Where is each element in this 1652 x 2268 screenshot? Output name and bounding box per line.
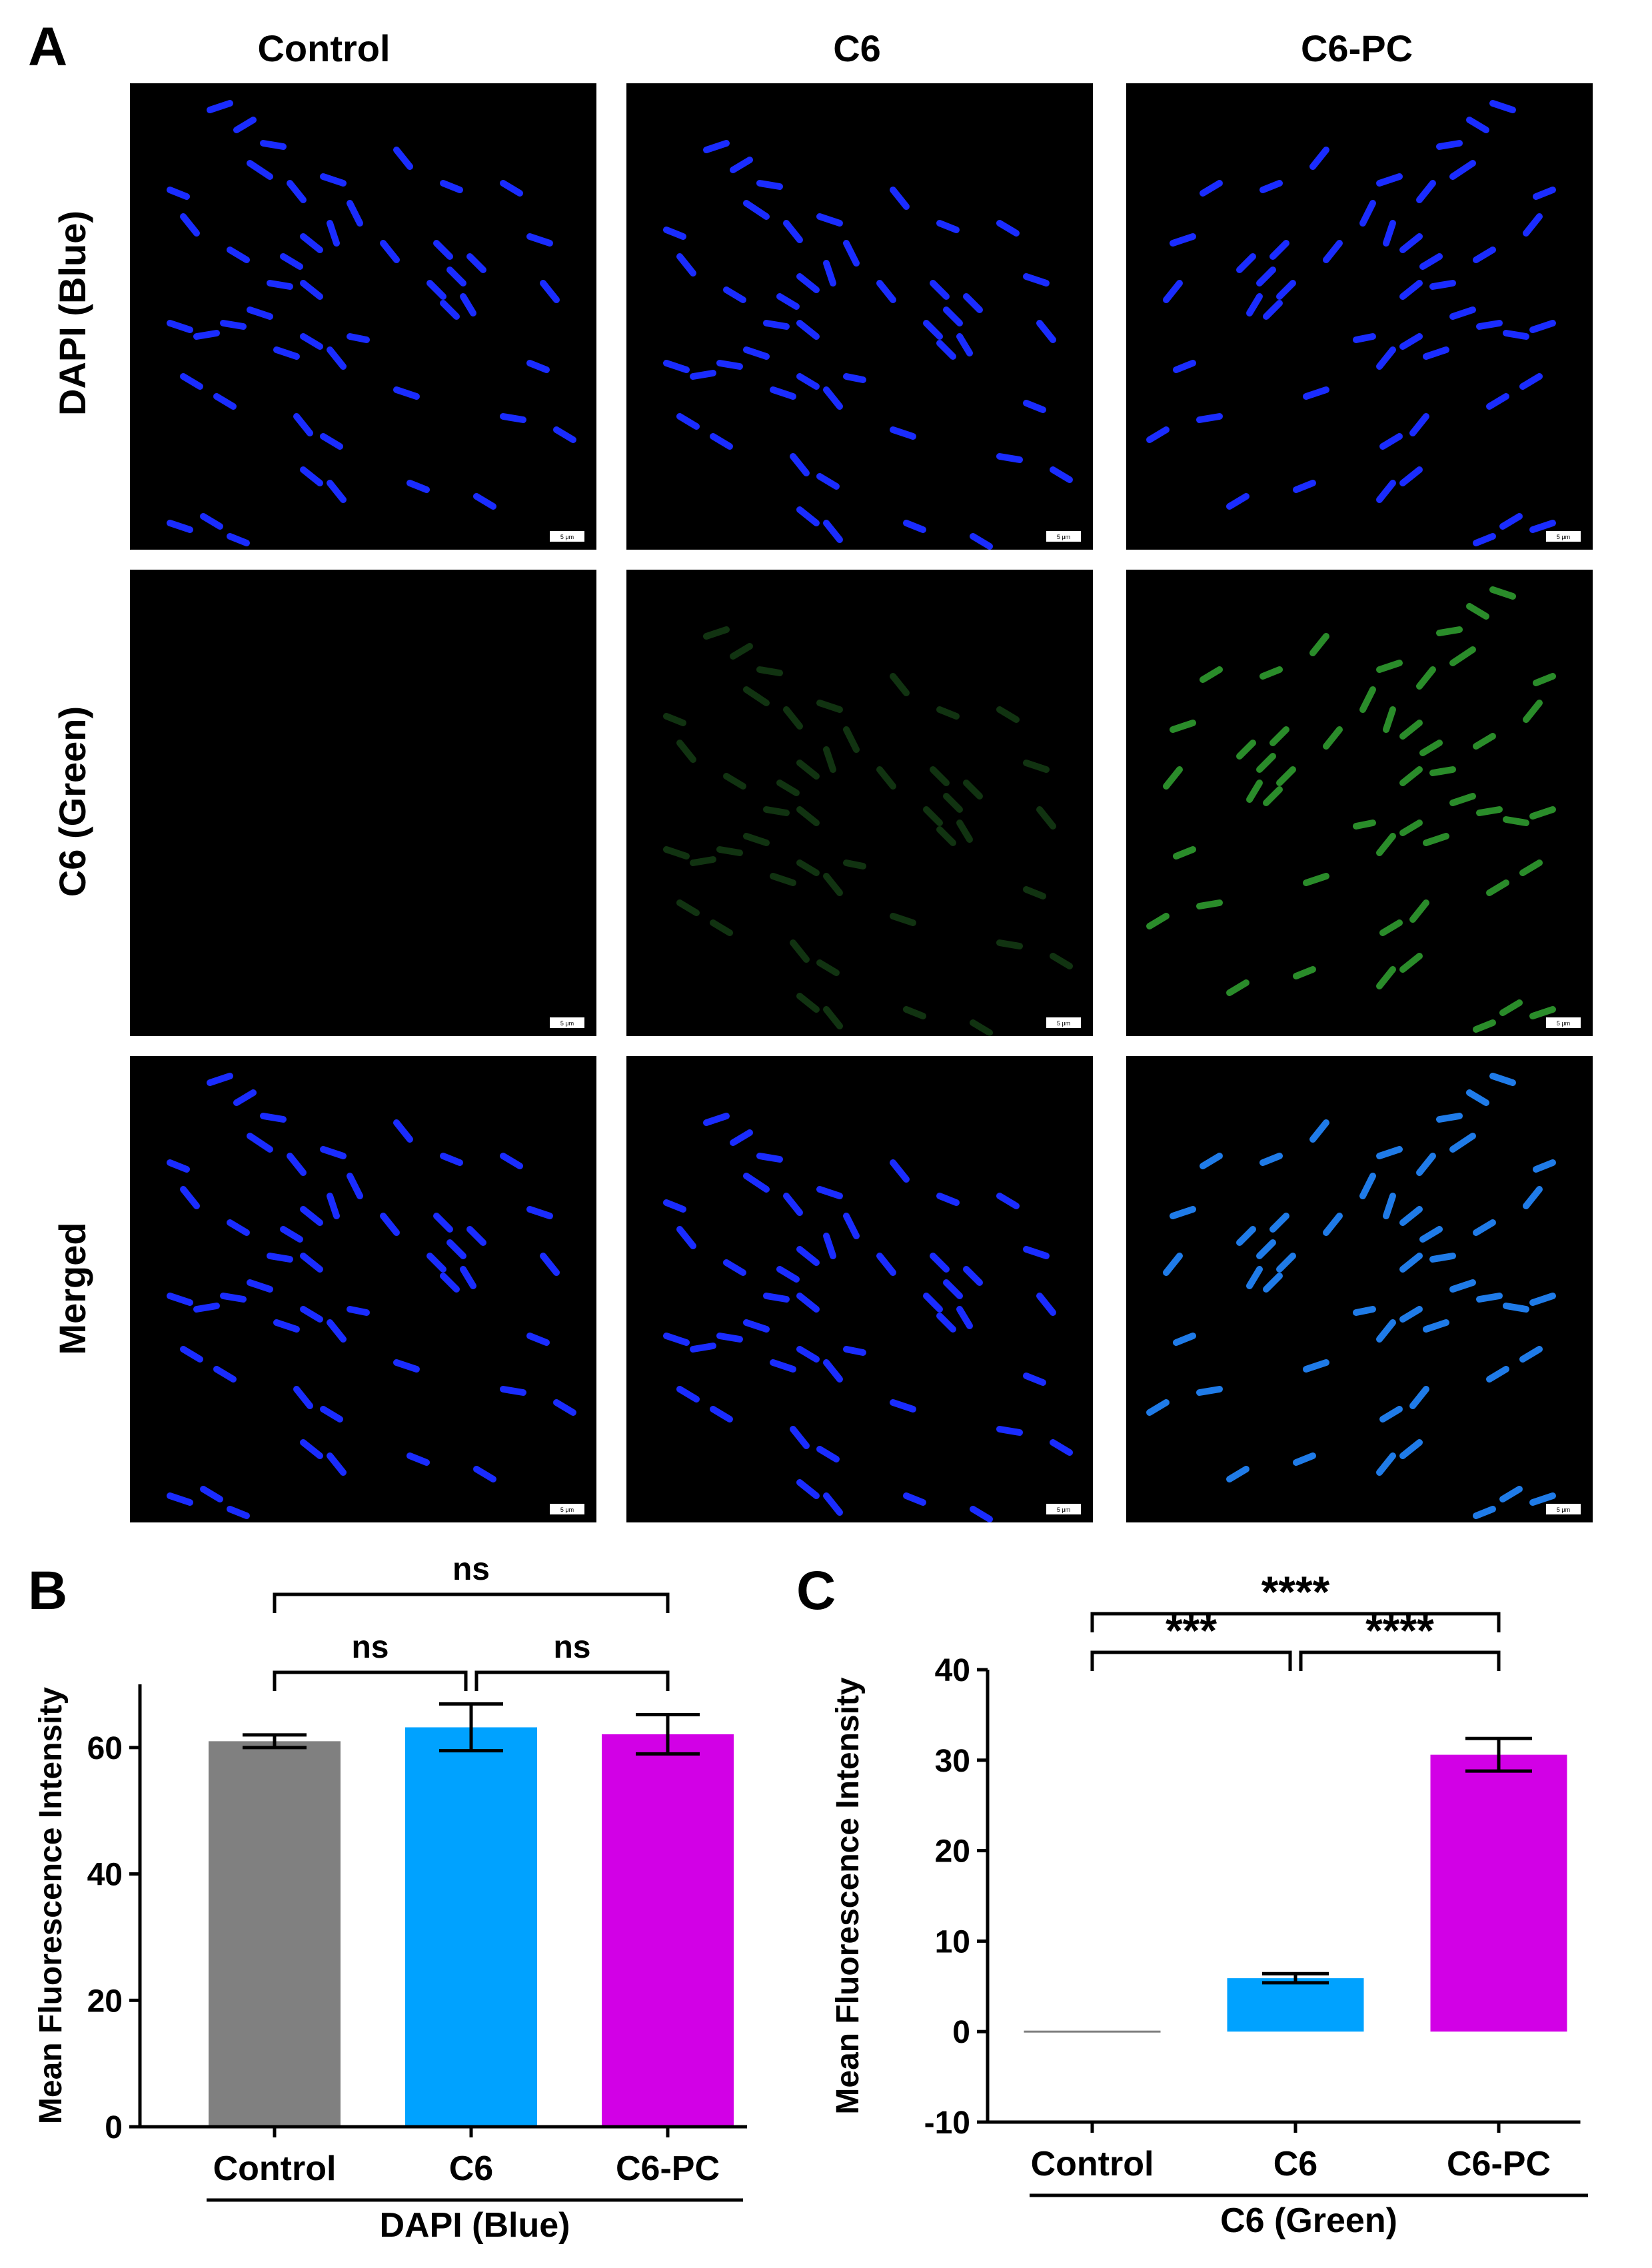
scale-bar	[1046, 1017, 1081, 1028]
column-label-c6-pc: C6-PC	[1301, 27, 1413, 69]
y-tick-label: 30	[935, 1744, 970, 1779]
scale-bar	[1546, 1017, 1581, 1028]
x-tick-label: C6-PC	[1447, 2145, 1551, 2183]
y-axis-label: Mean Fluorescence Intensity	[33, 1687, 69, 2125]
microscopy-grid: 5 μm 5 μm 5 μm 5 μm 5 μm 5 μm 5 μm 5 μm 5 μm	[130, 83, 1593, 1522]
scale-bar	[1546, 531, 1581, 542]
scale-bar-label: 5 μm	[1057, 534, 1070, 540]
y-tick-label: -10	[924, 2105, 970, 2141]
scale-bar-label: 5 μm	[1557, 1506, 1570, 1513]
image-background	[626, 83, 1093, 550]
image-dapi-c6: 5 μm	[626, 83, 1093, 550]
scale-bar	[1046, 531, 1081, 542]
chart-b: 0 20 40 60 Control C6 C6-PC DAPI (Blue) Mean Flu…	[33, 1552, 747, 2245]
y-tick-label: 20	[87, 1984, 123, 2019]
image-background	[1126, 570, 1593, 1036]
scale-bar	[550, 1504, 584, 1514]
image-dapi-c6-pc: 5 μm	[1126, 83, 1593, 550]
y-tick-label: 0	[952, 2015, 970, 2050]
image-background	[130, 570, 596, 1036]
row-label-c6: C6 (Green)	[51, 706, 93, 897]
panel-a-letter: A	[28, 17, 67, 77]
image-background	[1126, 1056, 1593, 1522]
group-label: DAPI (Blue)	[380, 2206, 570, 2245]
significance-label: ****	[1261, 1567, 1330, 1616]
image-merged-c6: 5 μm	[626, 1056, 1093, 1522]
y-tick-label: 60	[87, 1731, 123, 1766]
image-background	[1126, 83, 1593, 550]
bar-c6-pc	[1430, 1754, 1567, 2032]
x-tick-label: Control	[1031, 2145, 1154, 2183]
scale-bar-label: 5 μm	[1057, 1020, 1070, 1027]
scale-bar	[1546, 1504, 1581, 1514]
bar-control	[1024, 2030, 1161, 2033]
scale-bar-label: 5 μm	[560, 534, 574, 540]
x-tick-label: C6-PC	[616, 2149, 720, 2188]
scale-bar	[1046, 1504, 1081, 1514]
scale-bar-label: 5 μm	[1557, 1020, 1570, 1027]
significance-bracket	[474, 1670, 670, 1691]
image-dapi-control: 5 μm	[130, 83, 596, 550]
y-tick-label: 10	[935, 1924, 970, 1960]
image-merged-c6-pc: 5 μm	[1126, 1056, 1593, 1522]
scale-bar	[550, 1017, 584, 1028]
panel-b-letter: B	[28, 1560, 67, 1621]
row-label-merged: Merged	[51, 1222, 93, 1355]
image-c6-control: 5 μm	[130, 570, 596, 1036]
scale-bar	[550, 531, 584, 542]
group-label: C6 (Green)	[1220, 2201, 1397, 2240]
scale-bar-label: 5 μm	[560, 1020, 574, 1027]
x-tick-label: Control	[213, 2149, 337, 2188]
significance-bracket	[273, 1592, 670, 1613]
column-label-control: Control	[257, 27, 390, 69]
image-merged-control: 5 μm	[130, 1056, 596, 1522]
scale-bar-label: 5 μm	[1557, 534, 1570, 540]
significance-bracket	[1299, 1650, 1501, 1671]
image-c6-c6-pc: 5 μm	[1126, 570, 1593, 1036]
image-c6-c6: 5 μm	[626, 570, 1093, 1036]
scale-bar-label: 5 μm	[560, 1506, 574, 1513]
significance-bracket	[1090, 1650, 1292, 1671]
y-tick-label: 40	[87, 1858, 123, 1893]
scale-bar-label: 5 μm	[1057, 1506, 1070, 1513]
x-tick-label: C6	[1273, 2145, 1317, 2183]
bar-c6-pc	[602, 1734, 734, 2127]
row-label-dapi: DAPI (Blue)	[51, 211, 93, 416]
significance-label: ns	[452, 1552, 490, 1587]
significance-bracket	[273, 1670, 468, 1691]
significance-label: ns	[351, 1630, 389, 1665]
significance-label: ns	[553, 1630, 590, 1665]
bar-c6	[405, 1727, 537, 2127]
x-tick-label: C6	[449, 2149, 493, 2188]
column-label-c6: C6	[833, 27, 881, 69]
y-tick-label: 20	[935, 1834, 970, 1870]
image-background	[130, 1056, 596, 1522]
panel-c-letter: C	[796, 1560, 836, 1621]
chart-c: -10 0 10 20 30 40 Control C6 C6-PC C6 (Green) Mean…	[830, 1567, 1588, 2240]
bar-control	[209, 1741, 341, 2127]
image-background	[626, 570, 1093, 1036]
bar-c6	[1227, 1978, 1364, 2032]
image-background	[130, 83, 596, 550]
image-background	[626, 1056, 1093, 1522]
y-tick-label: 0	[105, 2110, 123, 2145]
y-axis-label: Mean Fluorescence Intensity	[830, 1677, 866, 2115]
y-tick-label: 40	[935, 1653, 970, 1688]
significance-bracket	[1090, 1612, 1501, 1632]
